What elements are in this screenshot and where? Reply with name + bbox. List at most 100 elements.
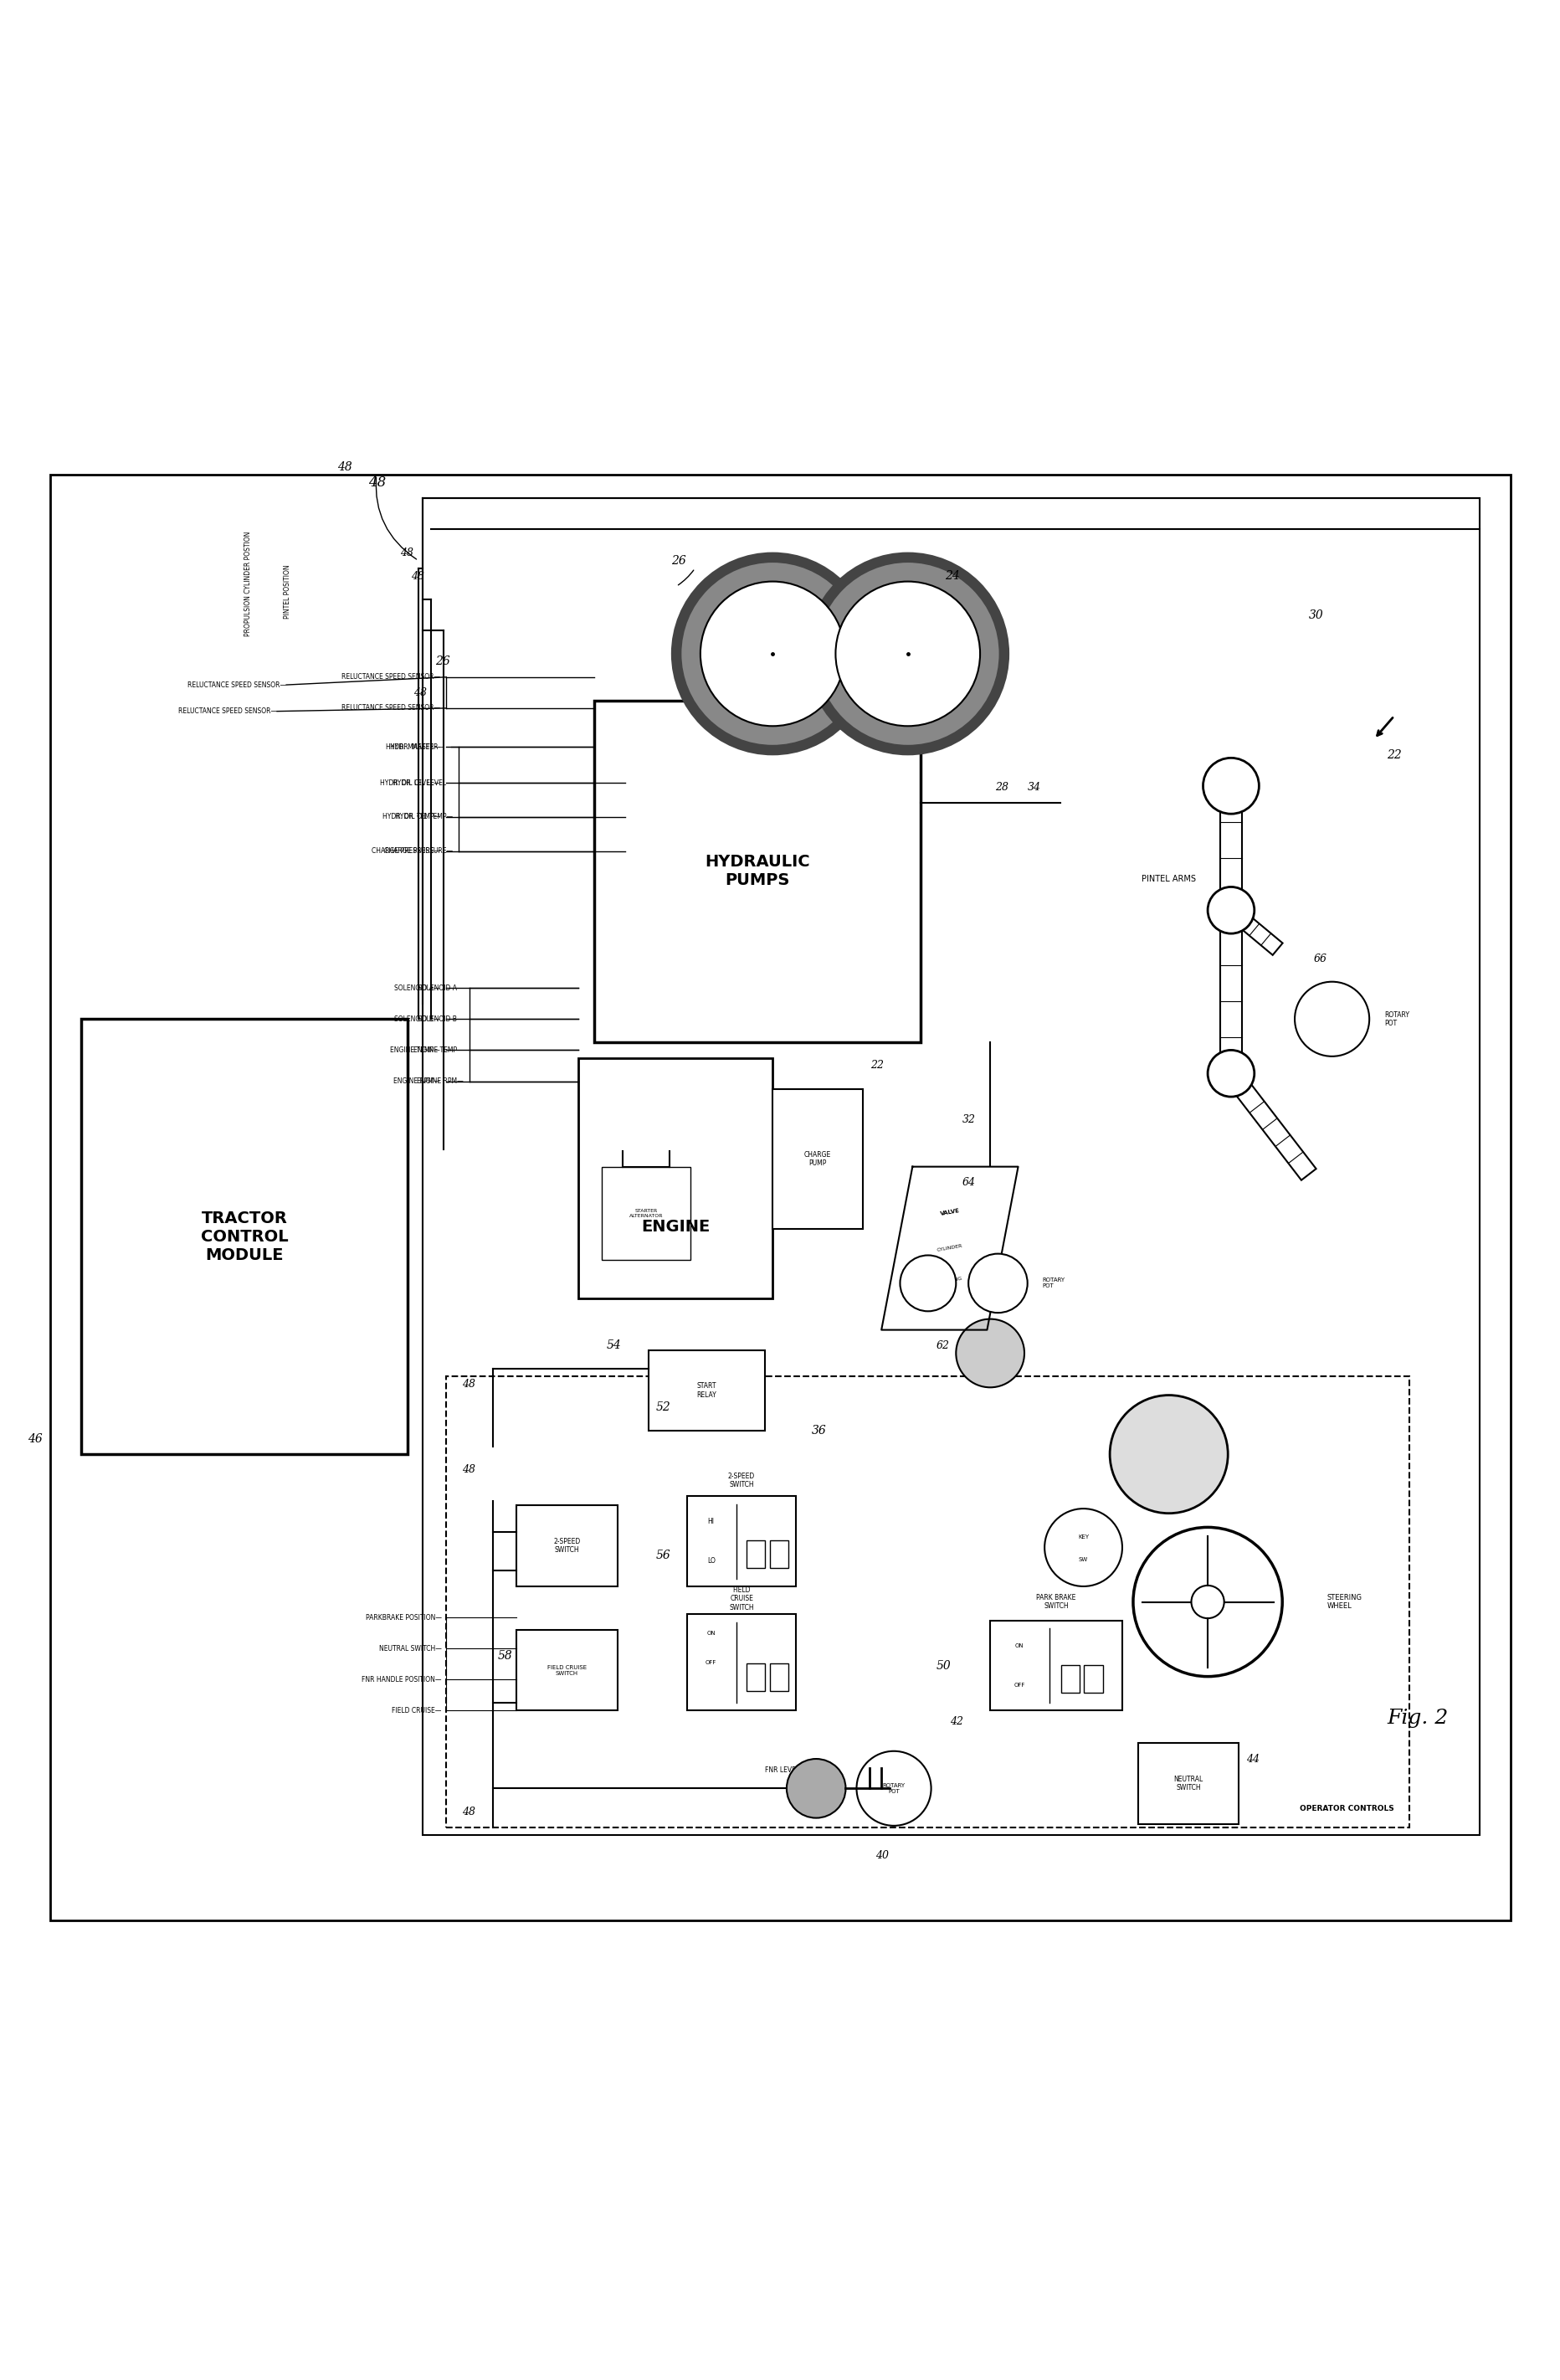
Text: 66: 66: [1312, 954, 1326, 964]
Text: FIELD CRUISE—: FIELD CRUISE—: [392, 1706, 441, 1714]
Text: ON: ON: [707, 1630, 714, 1635]
Text: CHARGE
PUMP: CHARGE PUMP: [803, 1152, 831, 1166]
Text: 22: 22: [870, 1059, 883, 1071]
Text: 2-SPEED
SWITCH: 2-SPEED SWITCH: [552, 1537, 580, 1554]
Circle shape: [786, 1759, 846, 1818]
Text: OPERATOR CONTROLS: OPERATOR CONTROLS: [1299, 1804, 1393, 1814]
Text: 34: 34: [1026, 783, 1041, 793]
Bar: [446, 1376, 1409, 1828]
Text: SW: SW: [1078, 1557, 1087, 1561]
Text: ROTARY
POT: ROTARY POT: [1042, 1278, 1064, 1288]
Bar: [686, 1614, 796, 1711]
Text: LEFT: LEFT: [897, 631, 917, 638]
Text: HYDRAULIC
PUMPS: HYDRAULIC PUMPS: [704, 854, 810, 888]
Circle shape: [1203, 757, 1259, 814]
Text: FIELD CRUISE
SWITCH: FIELD CRUISE SWITCH: [546, 1666, 587, 1676]
Text: ENGINE: ENGINE: [641, 1219, 710, 1235]
Text: RELUCTANCE SPEED SENSOR—: RELUCTANCE SPEED SENSOR—: [178, 707, 276, 714]
Text: ON: ON: [1014, 1642, 1023, 1649]
Text: HYDR. MASTER—: HYDR. MASTER—: [390, 743, 445, 750]
Bar: [602, 1166, 690, 1259]
Circle shape: [1133, 1528, 1282, 1676]
Text: 46: 46: [28, 1433, 42, 1445]
Circle shape: [1207, 1050, 1254, 1097]
Text: 48: 48: [413, 688, 427, 697]
Bar: [81, 1019, 407, 1454]
Text: HYDR. OIL TEMP—: HYDR. OIL TEMP—: [382, 814, 440, 821]
Text: 50: 50: [936, 1659, 952, 1671]
Text: RELUCTANCE SPEED SENSOR—: RELUCTANCE SPEED SENSOR—: [187, 681, 285, 688]
Text: ROTARY
POT: ROTARY POT: [1384, 1011, 1409, 1028]
Text: OFF: OFF: [1012, 1683, 1025, 1687]
Text: 64: 64: [961, 1176, 975, 1188]
Text: ENGINE RPM—: ENGINE RPM—: [417, 1078, 463, 1085]
Text: NEUTRAL SWITCH—: NEUTRAL SWITCH—: [379, 1645, 441, 1652]
Bar: [579, 1057, 772, 1299]
Text: CYLINDER: CYLINDER: [936, 1245, 963, 1252]
Text: PINTEL ARMS: PINTEL ARMS: [1140, 876, 1195, 883]
Bar: [772, 1090, 863, 1228]
Circle shape: [835, 581, 980, 726]
Text: SOLENOID A—: SOLENOID A—: [418, 985, 463, 992]
Text: VALVE: VALVE: [939, 1209, 959, 1216]
Text: NEUTRAL
SWITCH: NEUTRAL SWITCH: [1173, 1775, 1203, 1792]
Text: KEY: KEY: [1078, 1535, 1089, 1540]
Circle shape: [1295, 981, 1368, 1057]
Text: PROPULSION CYLINDER POSTION: PROPULSION CYLINDER POSTION: [245, 531, 253, 635]
Text: 22: 22: [1385, 750, 1401, 762]
Bar: [516, 1507, 616, 1587]
Polygon shape: [1226, 904, 1282, 954]
Text: ENGINE TEMP—: ENGINE TEMP—: [413, 1047, 463, 1054]
Circle shape: [900, 1254, 955, 1311]
Text: OFF: OFF: [705, 1659, 716, 1666]
Text: CHARGE PRESSURE—: CHARGE PRESSURE—: [384, 847, 452, 854]
Bar: [594, 700, 920, 1042]
Text: 48: 48: [337, 462, 353, 474]
Text: 32: 32: [961, 1114, 975, 1126]
Polygon shape: [1220, 785, 1242, 1073]
Bar: [423, 497, 1479, 1835]
Text: RIGHT: RIGHT: [760, 631, 785, 638]
Text: 48: 48: [462, 1378, 474, 1390]
Circle shape: [1190, 1585, 1223, 1618]
Text: PARK BRAKE
SWITCH: PARK BRAKE SWITCH: [1036, 1595, 1075, 1609]
Circle shape: [700, 581, 844, 726]
Text: START: START: [1129, 1483, 1147, 1488]
Bar: [647, 1349, 764, 1430]
Text: RELUCTANCE SPEED SENSOR—: RELUCTANCE SPEED SENSOR—: [342, 674, 440, 681]
Text: RELUCTANCE SPEED SENSOR—: RELUCTANCE SPEED SENSOR—: [342, 704, 440, 712]
Bar: [1084, 1664, 1103, 1692]
Bar: [516, 1630, 616, 1711]
Bar: [686, 1497, 796, 1587]
Text: 48: 48: [410, 571, 424, 581]
Text: ENGINE RPM—: ENGINE RPM—: [393, 1078, 440, 1085]
Text: LO: LO: [707, 1557, 714, 1566]
Text: & SPRING: & SPRING: [936, 1276, 963, 1285]
Text: HYDR. OIL LEVEL—: HYDR. OIL LEVEL—: [392, 778, 452, 785]
Text: 48: 48: [368, 476, 387, 490]
Circle shape: [811, 557, 1003, 750]
Text: 26: 26: [435, 654, 451, 666]
Bar: [746, 1540, 764, 1568]
Text: 26: 26: [671, 555, 686, 566]
Bar: [769, 1540, 788, 1568]
Text: 44: 44: [1246, 1754, 1259, 1764]
Text: Fig. 2: Fig. 2: [1387, 1709, 1448, 1728]
Text: PINTEL POSITION: PINTEL POSITION: [284, 564, 290, 619]
Circle shape: [1109, 1395, 1228, 1514]
Text: 30: 30: [1307, 609, 1323, 621]
Text: 52: 52: [655, 1402, 671, 1414]
Text: 58: 58: [498, 1649, 512, 1661]
Text: SOLENOID B—: SOLENOID B—: [395, 1016, 440, 1023]
Text: WHEEL: WHEEL: [892, 669, 922, 676]
Text: 48: 48: [462, 1806, 474, 1818]
Text: FNR HANDLE POSITION—: FNR HANDLE POSITION—: [362, 1676, 441, 1683]
Circle shape: [856, 1752, 931, 1825]
Text: 54: 54: [607, 1340, 621, 1352]
Text: ENGINE TEMP—: ENGINE TEMP—: [390, 1047, 440, 1054]
Circle shape: [1044, 1509, 1122, 1587]
Circle shape: [675, 557, 869, 750]
Text: HYDR. MASTER—: HYDR. MASTER—: [385, 743, 440, 750]
Text: FNR LEVER: FNR LEVER: [764, 1766, 800, 1773]
Circle shape: [967, 1254, 1026, 1314]
